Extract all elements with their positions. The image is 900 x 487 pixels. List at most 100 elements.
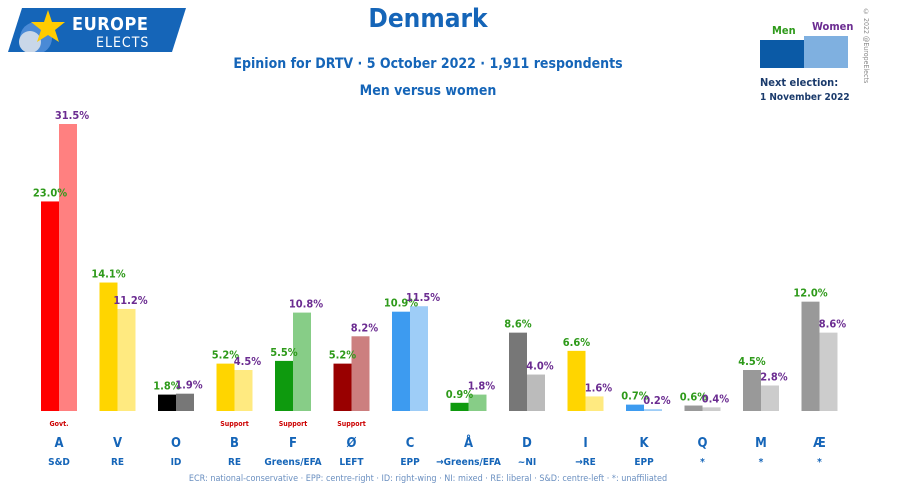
- group-label-9: →RE: [575, 457, 596, 468]
- party-label-12: M: [755, 436, 767, 451]
- logo-line1: EUROPE: [72, 14, 149, 35]
- label-women-5: 8.2%: [351, 321, 379, 334]
- bar-men-11: [684, 405, 703, 411]
- bar-men-12: [743, 370, 761, 411]
- next-election-label: Next election:: [760, 76, 839, 89]
- label-women-8: 4.0%: [526, 360, 554, 373]
- party-label-1: V: [113, 436, 122, 451]
- group-label-12: *: [759, 457, 764, 468]
- label-men-1: 14.1%: [91, 268, 125, 281]
- bar-women-9: [585, 396, 604, 411]
- note-label-3: Support: [220, 420, 248, 428]
- label-men-10: 0.7%: [621, 390, 649, 403]
- next-election-date: 1 November 2022: [760, 92, 850, 103]
- label-women-4: 10.8%: [289, 298, 323, 311]
- label-men-7: 0.9%: [446, 388, 474, 401]
- party-label-3: B: [230, 436, 239, 451]
- party-label-13: Æ: [813, 436, 826, 451]
- label-women-10: 0.2%: [643, 394, 671, 407]
- bar-women-11: [702, 407, 721, 411]
- party-label-0: A: [54, 436, 63, 451]
- label-women-13: 8.6%: [819, 318, 847, 331]
- bar-men-10: [626, 404, 644, 411]
- chart-subtitle: Epinion for DRTV · 5 October 2022 · 1,91…: [233, 56, 623, 72]
- group-label-2: ID: [171, 457, 182, 468]
- bar-women-2: [176, 393, 194, 411]
- note-label-4: Support: [279, 420, 307, 428]
- label-women-1: 11.2%: [113, 294, 147, 307]
- note-label-5: Support: [337, 420, 365, 428]
- bar-men-6: [392, 311, 410, 411]
- legend-women-label: Women: [812, 20, 854, 33]
- label-women-0: 31.5%: [55, 109, 89, 122]
- party-label-8: D: [522, 436, 532, 451]
- bar-men-3: [216, 363, 235, 411]
- chart-subtitle-2: Men versus women: [359, 83, 497, 99]
- group-label-5: LEFT: [339, 457, 364, 468]
- label-men-4: 5.5%: [270, 346, 298, 359]
- label-men-0: 23.0%: [33, 186, 67, 199]
- group-label-1: RE: [111, 457, 124, 468]
- label-women-6: 11.5%: [406, 291, 440, 304]
- bar-men-0: [41, 201, 59, 411]
- bar-men-4: [275, 360, 293, 411]
- bar-men-7: [450, 402, 469, 411]
- bar-women-13: [819, 332, 838, 411]
- group-label-0: S&D: [48, 457, 70, 468]
- chart-title: Denmark: [368, 4, 488, 34]
- logo-banner-icon: [8, 8, 186, 52]
- label-men-5: 5.2%: [329, 349, 357, 362]
- group-label-6: EPP: [400, 457, 420, 468]
- party-label-5: Ø: [347, 436, 357, 451]
- legend: Men Women Next election: 1 November 2022: [760, 20, 860, 120]
- label-men-11: 0.6%: [680, 391, 708, 404]
- party-label-10: K: [639, 436, 649, 451]
- bar-women-4: [293, 312, 311, 411]
- bar-women-12: [761, 385, 779, 411]
- note-label-0: Govt.: [49, 420, 68, 428]
- group-label-4: Greens/EFA: [264, 457, 321, 468]
- bar-men-5: [333, 363, 352, 411]
- logo-line2: ELECTS: [96, 35, 150, 51]
- group-label-11: *: [700, 457, 705, 468]
- label-women-7: 1.8%: [468, 380, 496, 393]
- bar-women-3: [234, 370, 253, 411]
- group-label-8: ~NI: [518, 457, 536, 468]
- bar-women-6: [410, 306, 428, 411]
- bar-men-1: [99, 282, 118, 411]
- party-label-6: C: [406, 436, 415, 451]
- bar-women-0: [59, 124, 77, 411]
- bar-women-10: [644, 409, 662, 411]
- party-label-11: Q: [698, 436, 708, 451]
- label-women-9: 1.6%: [585, 381, 613, 394]
- footer-legend: ECR: national-conservative · EPP: centre…: [188, 474, 668, 484]
- label-men-6: 10.9%: [384, 297, 418, 310]
- group-label-13: *: [817, 457, 822, 468]
- bar-women-7: [468, 394, 487, 411]
- bar-men-8: [509, 332, 527, 411]
- label-women-3: 4.5%: [234, 355, 262, 368]
- bar-men-9: [567, 350, 586, 411]
- copyright: © 2022 @EuropeElects: [862, 8, 870, 84]
- party-label-9: I: [583, 436, 587, 451]
- bar-women-1: [117, 308, 136, 411]
- label-men-9: 6.6%: [563, 336, 591, 349]
- legend-women-swatch: [804, 36, 848, 68]
- label-men-13: 12.0%: [793, 287, 827, 300]
- group-label-3: RE: [228, 457, 241, 468]
- label-women-2: 1.9%: [175, 379, 203, 392]
- label-women-12: 2.8%: [760, 370, 788, 383]
- legend-men-label: Men: [772, 24, 796, 37]
- party-label-4: F: [289, 436, 297, 451]
- label-women-11: 0.4%: [702, 392, 730, 405]
- bar-women-8: [527, 374, 545, 411]
- party-label-2: O: [171, 436, 181, 451]
- group-label-7: →Greens/EFA: [436, 457, 501, 468]
- legend-men-swatch: [760, 40, 804, 68]
- bar-men-13: [801, 301, 820, 411]
- label-men-8: 8.6%: [504, 318, 532, 331]
- label-men-2: 1.8%: [153, 380, 181, 393]
- party-label-7: Å: [464, 435, 473, 451]
- bar-women-5: [351, 336, 370, 411]
